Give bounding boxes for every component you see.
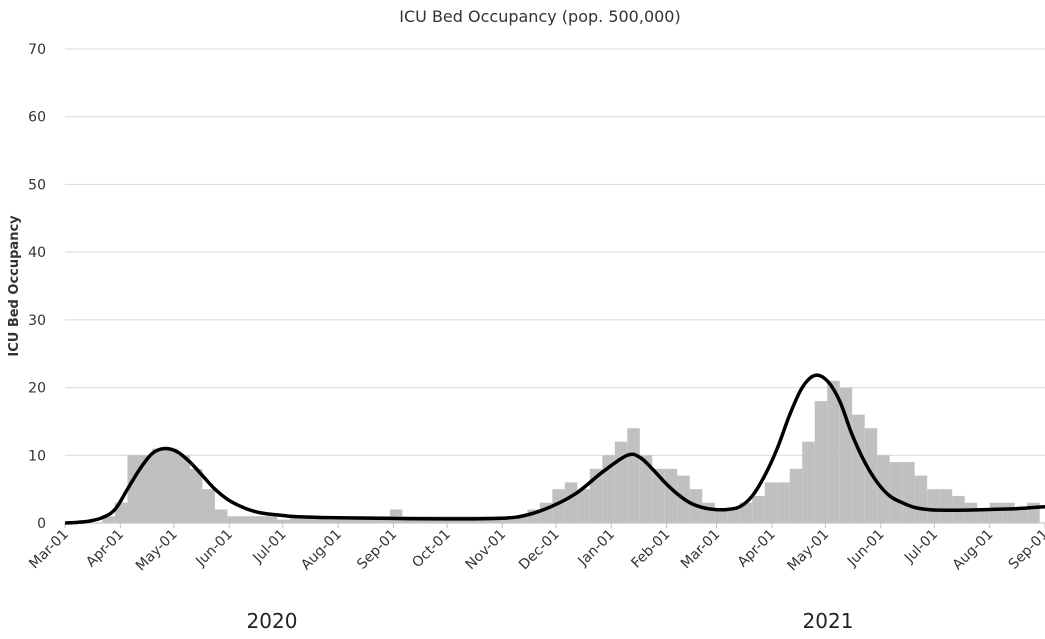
bar bbox=[1014, 509, 1028, 523]
bar bbox=[964, 502, 978, 523]
x-tick-label: Dec-01 bbox=[516, 527, 563, 574]
y-tick-label: 0 bbox=[37, 516, 46, 532]
trend-line bbox=[64, 373, 1045, 525]
bar bbox=[702, 502, 715, 523]
x-tick-label: Aug-01 bbox=[298, 527, 345, 574]
x-tick-label: May-01 bbox=[133, 527, 181, 575]
bar bbox=[577, 489, 590, 523]
bar bbox=[977, 509, 990, 523]
bar bbox=[239, 516, 253, 523]
bar bbox=[814, 401, 828, 523]
y-tick-label: 10 bbox=[28, 448, 46, 464]
bar bbox=[589, 468, 603, 523]
bar bbox=[264, 516, 278, 523]
bar bbox=[989, 502, 1003, 523]
bar bbox=[752, 495, 765, 523]
bar bbox=[152, 448, 165, 523]
bar bbox=[827, 380, 840, 523]
bar bbox=[214, 509, 228, 523]
x-tick-label: Oct-01 bbox=[409, 527, 454, 572]
x-tick-label: Jun-01 bbox=[192, 527, 236, 571]
x-tick-label: Sep-01 bbox=[1006, 527, 1045, 573]
bar bbox=[602, 455, 615, 523]
bar bbox=[764, 482, 778, 523]
bar bbox=[177, 455, 190, 523]
x-tick-label: Jun-01 bbox=[844, 527, 888, 571]
bar bbox=[314, 516, 328, 523]
bar bbox=[102, 516, 115, 523]
x-tick-label: May-01 bbox=[784, 527, 832, 575]
chart-title: ICU Bed Occupancy (pop. 500,000) bbox=[399, 7, 680, 26]
y-tick-label: 70 bbox=[28, 42, 46, 58]
bar bbox=[202, 489, 215, 523]
bar bbox=[627, 428, 640, 523]
bar bbox=[139, 455, 153, 523]
bar bbox=[614, 441, 628, 523]
bar bbox=[714, 509, 728, 523]
x-tick-label: Sep-01 bbox=[354, 527, 400, 573]
bar bbox=[327, 519, 340, 523]
bar bbox=[914, 475, 928, 523]
x-tick-label: Jan-01 bbox=[575, 527, 618, 570]
x-tick-label: Aug-01 bbox=[950, 527, 997, 574]
x-tick-label: Feb-01 bbox=[628, 527, 673, 572]
bar bbox=[927, 489, 940, 523]
bar bbox=[514, 516, 528, 523]
x-tick-label: Apr-01 bbox=[83, 527, 127, 571]
bar bbox=[739, 502, 753, 523]
x-tick-label: Mar-01 bbox=[26, 527, 72, 573]
bar bbox=[502, 516, 515, 523]
y-tick-label: 30 bbox=[28, 313, 46, 329]
bar bbox=[252, 516, 265, 523]
bar bbox=[1002, 502, 1015, 523]
bar bbox=[652, 468, 665, 523]
year-label: 2021 bbox=[803, 609, 854, 633]
bar bbox=[802, 441, 815, 523]
y-tick-label: 60 bbox=[28, 110, 46, 126]
y-axis-label: ICU Bed Occupancy bbox=[7, 215, 22, 357]
bar bbox=[852, 414, 865, 523]
bar bbox=[902, 462, 915, 523]
bar bbox=[727, 509, 740, 523]
bar bbox=[289, 516, 303, 523]
bar bbox=[389, 509, 403, 523]
bar bbox=[939, 489, 953, 523]
y-tick-label: 50 bbox=[28, 177, 46, 193]
bar bbox=[889, 462, 903, 523]
bar bbox=[789, 468, 803, 523]
x-tick-label: Nov-01 bbox=[463, 527, 510, 574]
bar bbox=[339, 519, 353, 523]
bar bbox=[639, 455, 653, 523]
bar bbox=[164, 448, 178, 523]
year-label: 2020 bbox=[247, 609, 298, 633]
bar bbox=[189, 468, 203, 523]
bar bbox=[227, 516, 240, 523]
bar bbox=[777, 482, 790, 523]
x-tick-label: Jul-01 bbox=[249, 527, 289, 567]
bar bbox=[664, 468, 678, 523]
x-tick-label: Mar-01 bbox=[678, 527, 724, 573]
bar bbox=[552, 489, 565, 523]
y-tick-label: 20 bbox=[28, 381, 46, 397]
x-tick-label: Jul-01 bbox=[901, 527, 941, 567]
y-tick-label: 40 bbox=[28, 245, 46, 261]
x-tick-label: Apr-01 bbox=[735, 527, 779, 571]
bar bbox=[302, 516, 315, 523]
bar bbox=[277, 519, 290, 523]
bar bbox=[564, 482, 578, 523]
